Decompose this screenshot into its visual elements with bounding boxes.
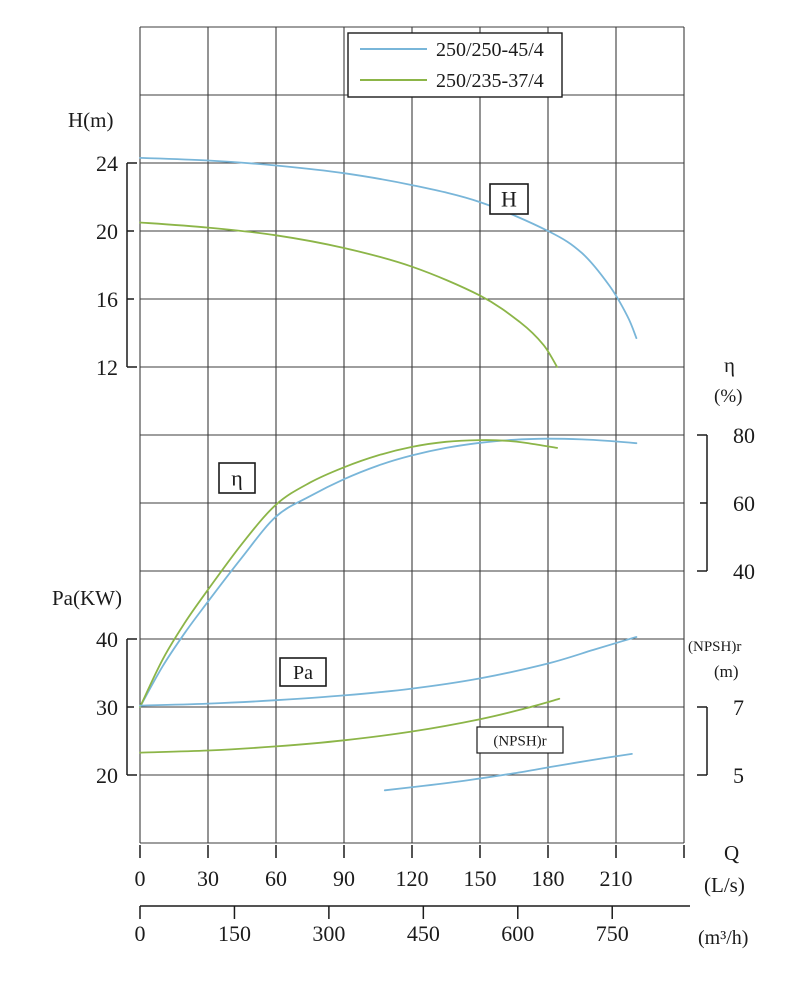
tick-label-npsh: 7 <box>733 695 744 720</box>
curve-Pa-250-235-37-4 <box>139 697 561 754</box>
curve-eta-250-235-37-4 <box>139 439 558 708</box>
x-axis-unit-ls: (L/s) <box>704 873 745 897</box>
tick-label-npsh: 5 <box>733 763 744 788</box>
tick-label-H: 20 <box>96 219 118 244</box>
legend-box <box>347 32 563 98</box>
x-tick-label-m3h: 0 <box>135 921 146 946</box>
legend-item: 250/250-45/4 <box>360 39 544 61</box>
grid <box>139 26 685 844</box>
x-tick-label-ls: 120 <box>396 866 429 891</box>
x-axis-unit-m3h: (m³/h) <box>698 927 748 949</box>
tick-label-H: 12 <box>96 355 118 380</box>
curve-label-text: (NPSH)r <box>493 733 546 749</box>
curve-eta-250-250-45-4 <box>139 437 638 708</box>
curve-label-box <box>489 183 529 215</box>
x-tick-label-m3h: 450 <box>407 921 440 946</box>
curve-label-h: H <box>489 183 529 215</box>
curve-H-250-235-37-4 <box>139 221 558 368</box>
y-axes: 24201612H(m)806040η(%)403020Pa(KW)75(NPS… <box>52 108 755 788</box>
curve-label-text: H <box>501 187 517 212</box>
curve-Pa-250-250-45-4 <box>139 636 638 707</box>
curve-label-box <box>218 462 256 494</box>
legend-label: 250/235-37/4 <box>436 70 544 92</box>
tick-label-Pa: 20 <box>96 763 118 788</box>
curve-label-η: η <box>218 462 256 494</box>
x-tick-label-ls: 150 <box>464 866 497 891</box>
x-tick-label-m3h: 750 <box>596 921 629 946</box>
axis-title-Pa: Pa(KW) <box>52 586 122 610</box>
tick-label-H: 24 <box>96 151 118 176</box>
curve-H-250-250-45-4 <box>139 157 638 339</box>
axis-unit-npsh: (m) <box>714 662 739 681</box>
x-tick-label-m3h: 600 <box>501 921 534 946</box>
x-tick-label-ls: 180 <box>532 866 565 891</box>
tick-label-H: 16 <box>96 287 118 312</box>
x-axis: 0 30 60 90 120 150 180 210 0 150 300 450 600 750 Q (L/s… <box>135 841 749 949</box>
x-tick-label-m3h: 150 <box>218 921 251 946</box>
axis-title-H: H(m) <box>68 108 114 132</box>
legend-item: 250/235-37/4 <box>360 70 544 92</box>
axis-title-npsh: (NPSH)r <box>688 639 741 655</box>
curve-label-text: Pa <box>293 662 313 684</box>
curve-label-npshr: (NPSH)r <box>476 726 564 754</box>
tick-label-eta: 80 <box>733 423 755 448</box>
x-tick-label-ls: 90 <box>333 866 355 891</box>
tick-label-Pa: 30 <box>96 695 118 720</box>
curve-label-text: η <box>231 466 243 491</box>
tick-label-eta: 40 <box>733 559 755 584</box>
x-tick-label-ls: 60 <box>265 866 287 891</box>
curve-npsh-250-250-45-4 <box>383 753 633 792</box>
x-tick-label-ls: 0 <box>135 866 146 891</box>
curve-label-pa: Pa <box>279 657 327 687</box>
curves <box>139 157 638 792</box>
x-axis-title: Q <box>724 841 739 865</box>
x-tick-label-ls: 30 <box>197 866 219 891</box>
tick-label-eta: 60 <box>733 491 755 516</box>
legend: 250/250-45/4 250/235-37/4 <box>347 32 563 98</box>
x-tick-label-ls: 210 <box>600 866 633 891</box>
tick-label-Pa: 40 <box>96 627 118 652</box>
curve-labels: Hη Pa (NPSH)r <box>218 183 564 754</box>
curve-label-box <box>476 726 564 754</box>
curve-label-box <box>279 657 327 687</box>
axis-title-eta: η <box>724 353 735 377</box>
legend-label: 250/250-45/4 <box>436 39 544 61</box>
x-tick-label-m3h: 300 <box>312 921 345 946</box>
axis-unit-eta: (%) <box>714 386 742 407</box>
